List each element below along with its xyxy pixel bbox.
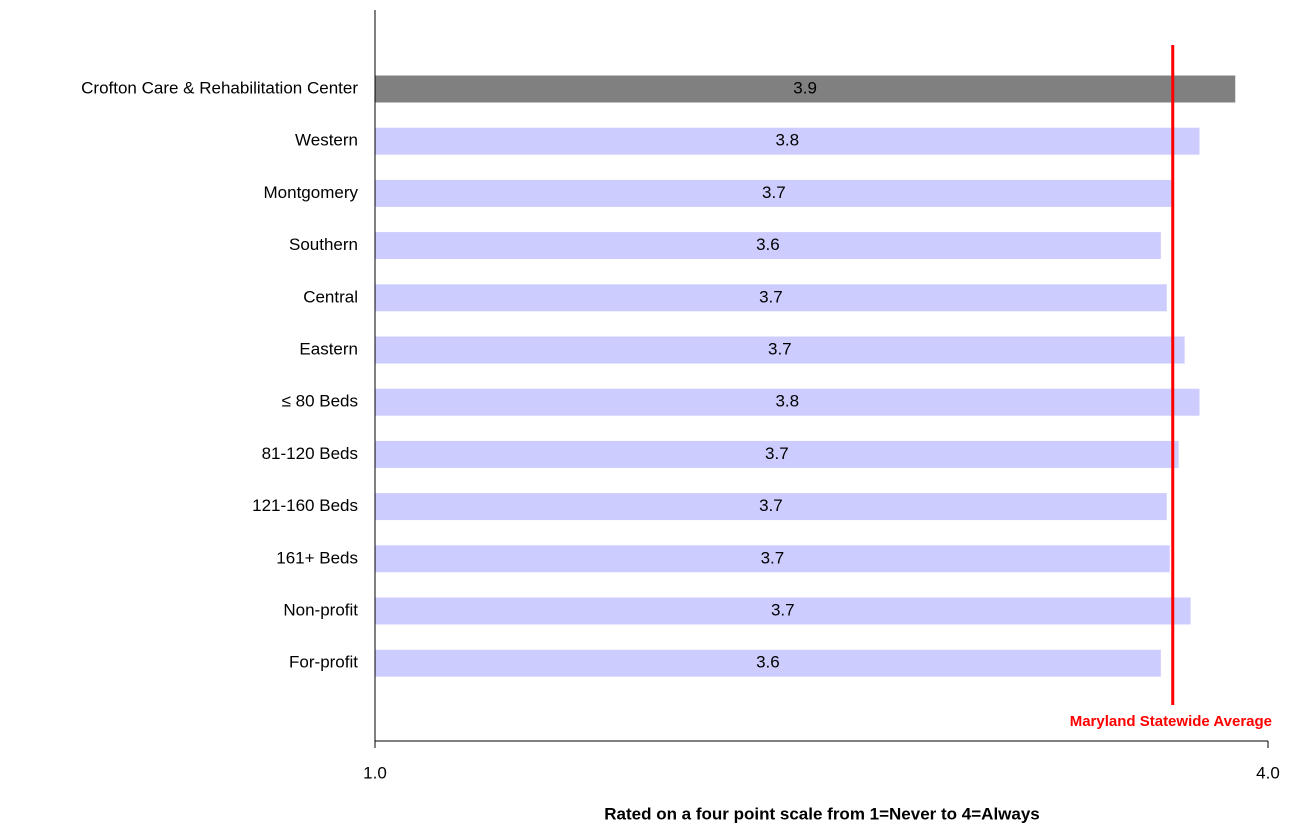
bar <box>375 127 1200 155</box>
bar <box>375 179 1173 207</box>
bar <box>375 284 1167 312</box>
bar <box>375 493 1167 521</box>
bar <box>375 440 1179 468</box>
x-axis-label: Rated on a four point scale from 1=Never… <box>604 804 1040 823</box>
bar <box>375 545 1170 573</box>
data-label: 3.7 <box>761 548 785 567</box>
data-label: 3.7 <box>762 183 786 202</box>
y-tick-label: Central <box>303 287 358 306</box>
data-label: 3.7 <box>765 444 789 463</box>
x-tick-label: 1.0 <box>363 763 387 782</box>
y-tick-label: Crofton Care & Rehabilitation Center <box>81 78 358 97</box>
data-label: 3.8 <box>775 131 799 150</box>
data-label: 3.6 <box>756 235 780 254</box>
data-label: 3.8 <box>775 392 799 411</box>
y-tick-label: 121-160 Beds <box>252 496 358 515</box>
y-tick-label: Montgomery <box>264 183 359 202</box>
data-label: 3.9 <box>793 78 817 97</box>
y-tick-label: Non-profit <box>283 600 358 619</box>
y-tick-label: Western <box>295 131 358 150</box>
y-tick-label: Southern <box>289 235 358 254</box>
bar <box>375 75 1236 103</box>
y-tick-label: 161+ Beds <box>276 548 358 567</box>
data-label: 3.6 <box>756 653 780 672</box>
bar <box>375 597 1191 625</box>
bar <box>375 649 1161 677</box>
bar <box>375 388 1200 416</box>
data-label: 3.7 <box>771 600 795 619</box>
y-tick-label: Eastern <box>299 339 358 358</box>
x-tick-label: 4.0 <box>1256 763 1280 782</box>
reference-label: Maryland Statewide Average <box>1070 713 1272 730</box>
data-label: 3.7 <box>759 287 783 306</box>
bar <box>375 336 1185 364</box>
data-label: 3.7 <box>759 496 783 515</box>
bar <box>375 232 1161 260</box>
y-tick-label: ≤ 80 Beds <box>282 392 358 411</box>
y-tick-label: 81-120 Beds <box>262 444 358 463</box>
y-tick-label: For-profit <box>289 653 358 672</box>
data-label: 3.7 <box>768 339 792 358</box>
